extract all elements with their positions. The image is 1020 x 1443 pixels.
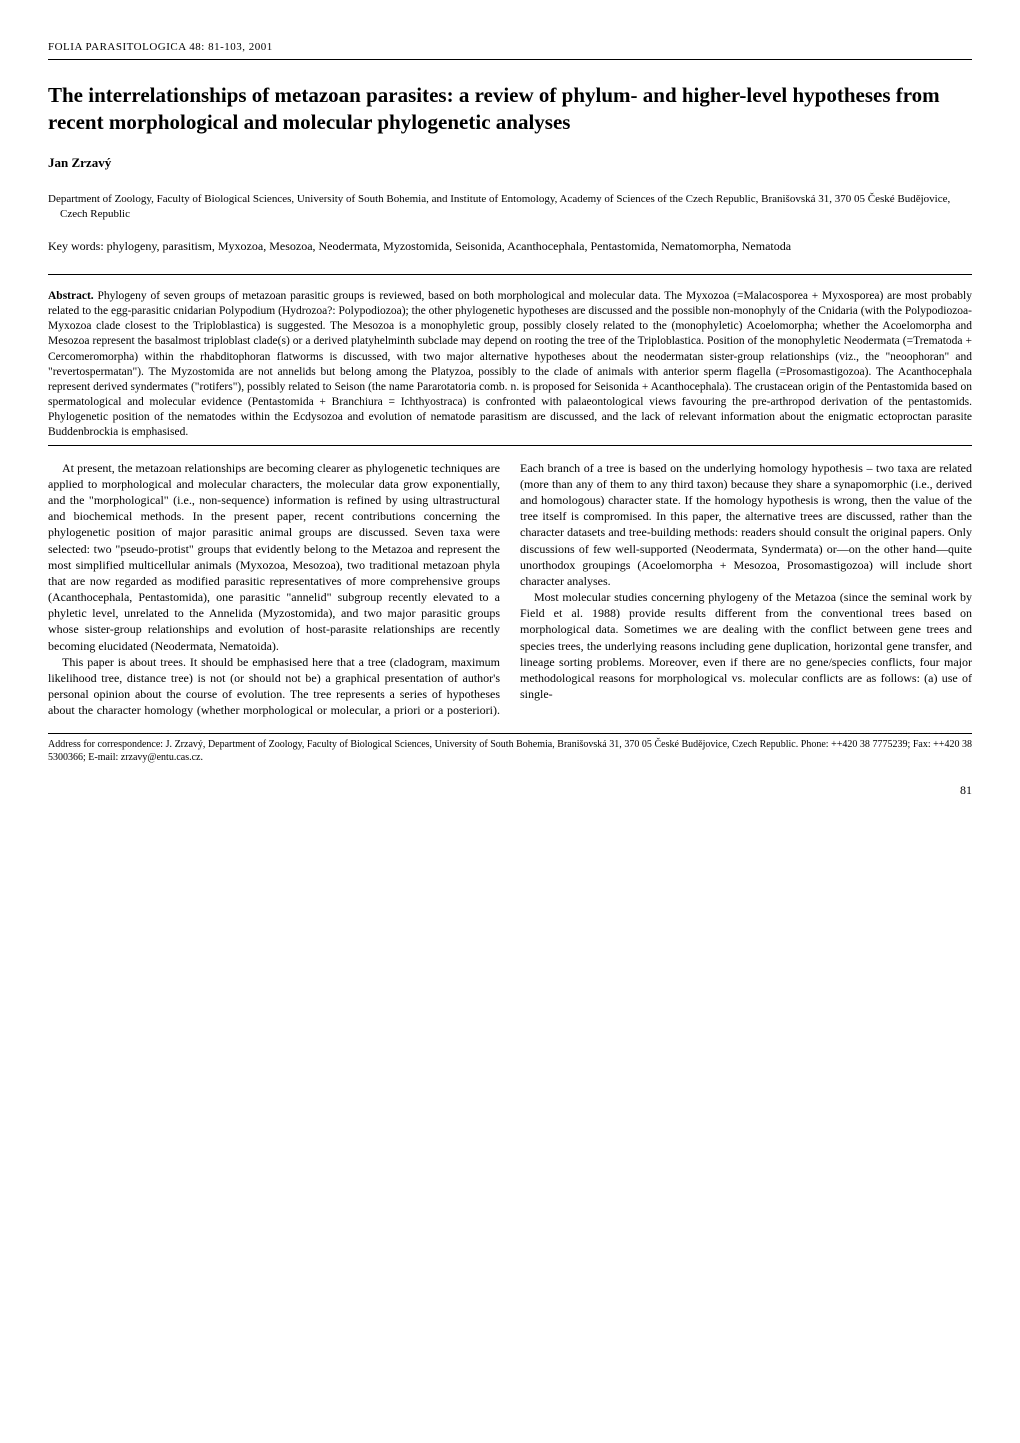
footer-rule [48, 733, 972, 734]
correspondence-footer: Address for correspondence: J. Zrzavý, D… [48, 738, 972, 764]
abstract-label: Abstract. [48, 290, 97, 302]
journal-header: FOLIA PARASITOLOGICA 48: 81-103, 2001 [48, 40, 972, 55]
abstract-text: Phylogeny of seven groups of metazoan pa… [48, 290, 972, 439]
abstract-top-rule [48, 274, 972, 275]
body-columns: At present, the metazoan relationships a… [48, 460, 972, 719]
abstract-block: Abstract. Phylogeny of seven groups of m… [48, 289, 972, 441]
author-name: Jan Zrzavý [48, 154, 972, 172]
article-title: The interrelationships of metazoan paras… [48, 82, 972, 137]
keywords-text: phylogeny, parasitism, Myxozoa, Mesozoa,… [107, 239, 791, 253]
header-rule [48, 59, 972, 60]
author-affiliation: Department of Zoology, Faculty of Biolog… [60, 192, 972, 222]
abstract-bottom-rule [48, 445, 972, 446]
body-paragraph: At present, the metazoan relationships a… [48, 460, 500, 654]
keywords-block: Key words: phylogeny, parasitism, Myxozo… [48, 238, 972, 254]
page-number: 81 [48, 782, 972, 798]
keywords-label: Key words: [48, 239, 107, 253]
body-paragraph: Most molecular studies concerning phylog… [520, 589, 972, 702]
